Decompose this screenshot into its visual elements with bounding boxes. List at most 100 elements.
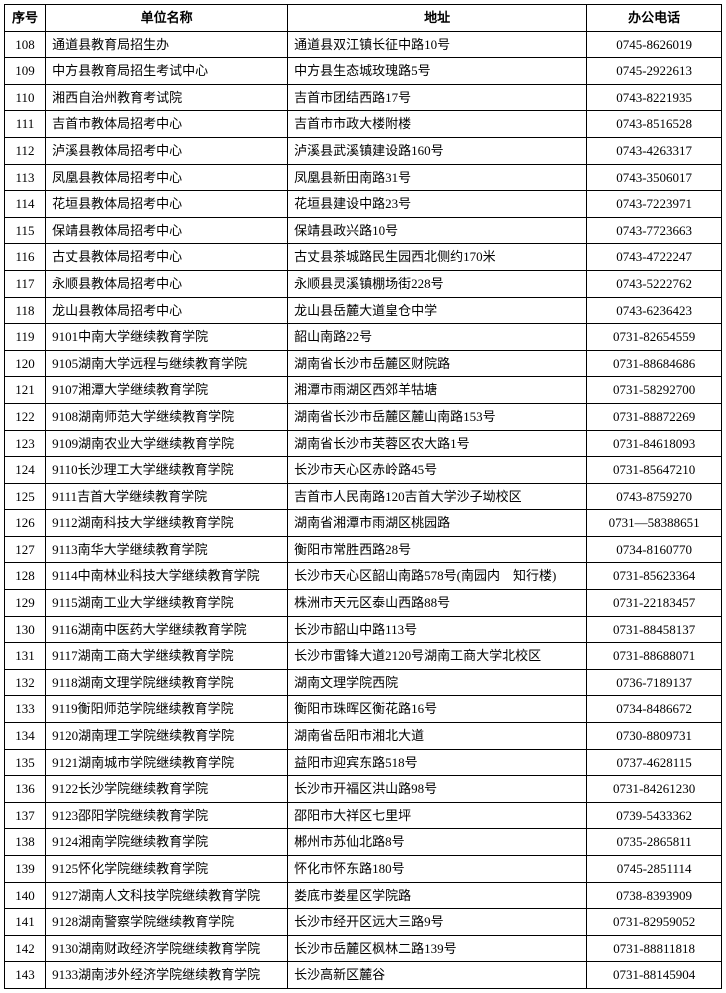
table-row: 1399125怀化学院继续教育学院怀化市怀东路180号0745-2851114	[5, 856, 722, 883]
table-row: 1289114中南林业科技大学继续教育学院长沙市天心区韶山南路578号(南园内 …	[5, 563, 722, 590]
cell-tel: 0743-6236423	[587, 297, 722, 324]
cell-seq: 128	[5, 563, 46, 590]
table-row: 1409127湖南人文科技学院继续教育学院娄底市娄星区学院路0738-83939…	[5, 882, 722, 909]
cell-seq: 113	[5, 164, 46, 191]
cell-addr: 长沙市雷锋大道2120号湖南工商大学北校区	[288, 643, 587, 670]
table-row: 117永顺县教体局招考中心永顺县灵溪镇棚场街228号0743-5222762	[5, 270, 722, 297]
table-row: 113凤凰县教体局招考中心凤凰县新田南路31号0743-3506017	[5, 164, 722, 191]
table-row: 1299115湖南工业大学继续教育学院株洲市天元区泰山西路88号0731-221…	[5, 590, 722, 617]
cell-addr: 长沙市天心区赤岭路45号	[288, 457, 587, 484]
cell-tel: 0735-2865811	[587, 829, 722, 856]
cell-addr: 长沙市韶山中路113号	[288, 616, 587, 643]
cell-seq: 118	[5, 297, 46, 324]
cell-name: 9127湖南人文科技学院继续教育学院	[46, 882, 288, 909]
cell-tel: 0731-82959052	[587, 909, 722, 936]
col-name: 单位名称	[46, 5, 288, 32]
table-row: 1419128湖南警察学院继续教育学院长沙市经开区远大三路9号0731-8295…	[5, 909, 722, 936]
cell-name: 9115湖南工业大学继续教育学院	[46, 590, 288, 617]
cell-seq: 111	[5, 111, 46, 138]
table-body: 108通道县教育局招生办通道县双江镇长征中路10号0745-8626019109…	[5, 31, 722, 988]
table-row: 1309116湖南中医药大学继续教育学院长沙市韶山中路113号0731-8845…	[5, 616, 722, 643]
cell-name: 9101中南大学继续教育学院	[46, 324, 288, 351]
cell-tel: 0731-85623364	[587, 563, 722, 590]
cell-name: 古丈县教体局招考中心	[46, 244, 288, 271]
cell-seq: 141	[5, 909, 46, 936]
cell-addr: 花垣县建设中路23号	[288, 191, 587, 218]
table-row: 111吉首市教体局招考中心吉首市市政大楼附楼0743-8516528	[5, 111, 722, 138]
table-row: 1209105湖南大学远程与继续教育学院湖南省长沙市岳麓区财院路0731-886…	[5, 350, 722, 377]
cell-name: 9111吉首大学继续教育学院	[46, 483, 288, 510]
table-row: 1429130湖南财政经济学院继续教育学院长沙市岳麓区枫林二路139号0731-…	[5, 935, 722, 962]
cell-addr: 衡阳市珠晖区衡花路16号	[288, 696, 587, 723]
cell-tel: 0737-4628115	[587, 749, 722, 776]
cell-name: 凤凰县教体局招考中心	[46, 164, 288, 191]
cell-addr: 湖南省长沙市岳麓区麓山南路153号	[288, 403, 587, 430]
table-row: 1319117湖南工商大学继续教育学院长沙市雷锋大道2120号湖南工商大学北校区…	[5, 643, 722, 670]
cell-tel: 0743-8221935	[587, 84, 722, 111]
cell-seq: 125	[5, 483, 46, 510]
cell-addr: 湖南省湘潭市雨湖区桃园路	[288, 510, 587, 537]
table-row: 1369122长沙学院继续教育学院长沙市开福区洪山路98号0731-842612…	[5, 776, 722, 803]
cell-addr: 湖南省岳阳市湘北大道	[288, 723, 587, 750]
cell-name: 9125怀化学院继续教育学院	[46, 856, 288, 883]
cell-name: 9121湖南城市学院继续教育学院	[46, 749, 288, 776]
cell-name: 通道县教育局招生办	[46, 31, 288, 58]
cell-addr: 株洲市天元区泰山西路88号	[288, 590, 587, 617]
cell-addr: 娄底市娄星区学院路	[288, 882, 587, 909]
cell-tel: 0731-84261230	[587, 776, 722, 803]
cell-seq: 109	[5, 58, 46, 85]
cell-addr: 衡阳市常胜西路28号	[288, 536, 587, 563]
col-addr: 地址	[288, 5, 587, 32]
cell-name: 9114中南林业科技大学继续教育学院	[46, 563, 288, 590]
cell-name: 9130湖南财政经济学院继续教育学院	[46, 935, 288, 962]
cell-seq: 122	[5, 403, 46, 430]
cell-tel: 0743-8516528	[587, 111, 722, 138]
cell-seq: 133	[5, 696, 46, 723]
table-row: 1359121湖南城市学院继续教育学院益阳市迎宾东路518号0737-46281…	[5, 749, 722, 776]
table-row: 1249110长沙理工大学继续教育学院长沙市天心区赤岭路45号0731-8564…	[5, 457, 722, 484]
cell-name: 9105湖南大学远程与继续教育学院	[46, 350, 288, 377]
cell-seq: 131	[5, 643, 46, 670]
cell-addr: 湖南省长沙市芙蓉区农大路1号	[288, 430, 587, 457]
cell-name: 9110长沙理工大学继续教育学院	[46, 457, 288, 484]
cell-seq: 140	[5, 882, 46, 909]
cell-addr: 湖南省长沙市岳麓区财院路	[288, 350, 587, 377]
cell-name: 9116湖南中医药大学继续教育学院	[46, 616, 288, 643]
cell-tel: 0743-7223971	[587, 191, 722, 218]
cell-addr: 怀化市怀东路180号	[288, 856, 587, 883]
cell-tel: 0731-88872269	[587, 403, 722, 430]
cell-seq: 112	[5, 137, 46, 164]
table-row: 1239109湖南农业大学继续教育学院湖南省长沙市芙蓉区农大路1号0731-84…	[5, 430, 722, 457]
table-row: 110湘西自治州教育考试院吉首市团结西路17号0743-8221935	[5, 84, 722, 111]
cell-addr: 郴州市苏仙北路8号	[288, 829, 587, 856]
table-row: 108通道县教育局招生办通道县双江镇长征中路10号0745-8626019	[5, 31, 722, 58]
cell-tel: 0745-2851114	[587, 856, 722, 883]
cell-addr: 湖南文理学院西院	[288, 669, 587, 696]
table-row: 114花垣县教体局招考中心花垣县建设中路23号0743-7223971	[5, 191, 722, 218]
cell-addr: 永顺县灵溪镇棚场街228号	[288, 270, 587, 297]
cell-name: 花垣县教体局招考中心	[46, 191, 288, 218]
cell-seq: 126	[5, 510, 46, 537]
table-row: 1199101中南大学继续教育学院韶山南路22号0731-82654559	[5, 324, 722, 351]
cell-seq: 114	[5, 191, 46, 218]
cell-tel: 0739-5433362	[587, 802, 722, 829]
cell-name: 9133湖南涉外经济学院继续教育学院	[46, 962, 288, 989]
cell-seq: 117	[5, 270, 46, 297]
cell-name: 9124湘南学院继续教育学院	[46, 829, 288, 856]
cell-addr: 吉首市团结西路17号	[288, 84, 587, 111]
cell-seq: 137	[5, 802, 46, 829]
cell-name: 吉首市教体局招考中心	[46, 111, 288, 138]
cell-addr: 益阳市迎宾东路518号	[288, 749, 587, 776]
cell-seq: 110	[5, 84, 46, 111]
table-row: 1329118湖南文理学院继续教育学院湖南文理学院西院0736-7189137	[5, 669, 722, 696]
cell-tel: 0743-5222762	[587, 270, 722, 297]
table-row: 1379123邵阳学院继续教育学院邵阳市大祥区七里坪0739-5433362	[5, 802, 722, 829]
table-row: 1279113南华大学继续教育学院衡阳市常胜西路28号0734-8160770	[5, 536, 722, 563]
cell-addr: 通道县双江镇长征中路10号	[288, 31, 587, 58]
cell-tel: 0731-58292700	[587, 377, 722, 404]
cell-seq: 116	[5, 244, 46, 271]
directory-table: 序号 单位名称 地址 办公电话 108通道县教育局招生办通道县双江镇长征中路10…	[4, 4, 722, 989]
cell-seq: 134	[5, 723, 46, 750]
cell-addr: 长沙高新区麓谷	[288, 962, 587, 989]
cell-addr: 凤凰县新田南路31号	[288, 164, 587, 191]
